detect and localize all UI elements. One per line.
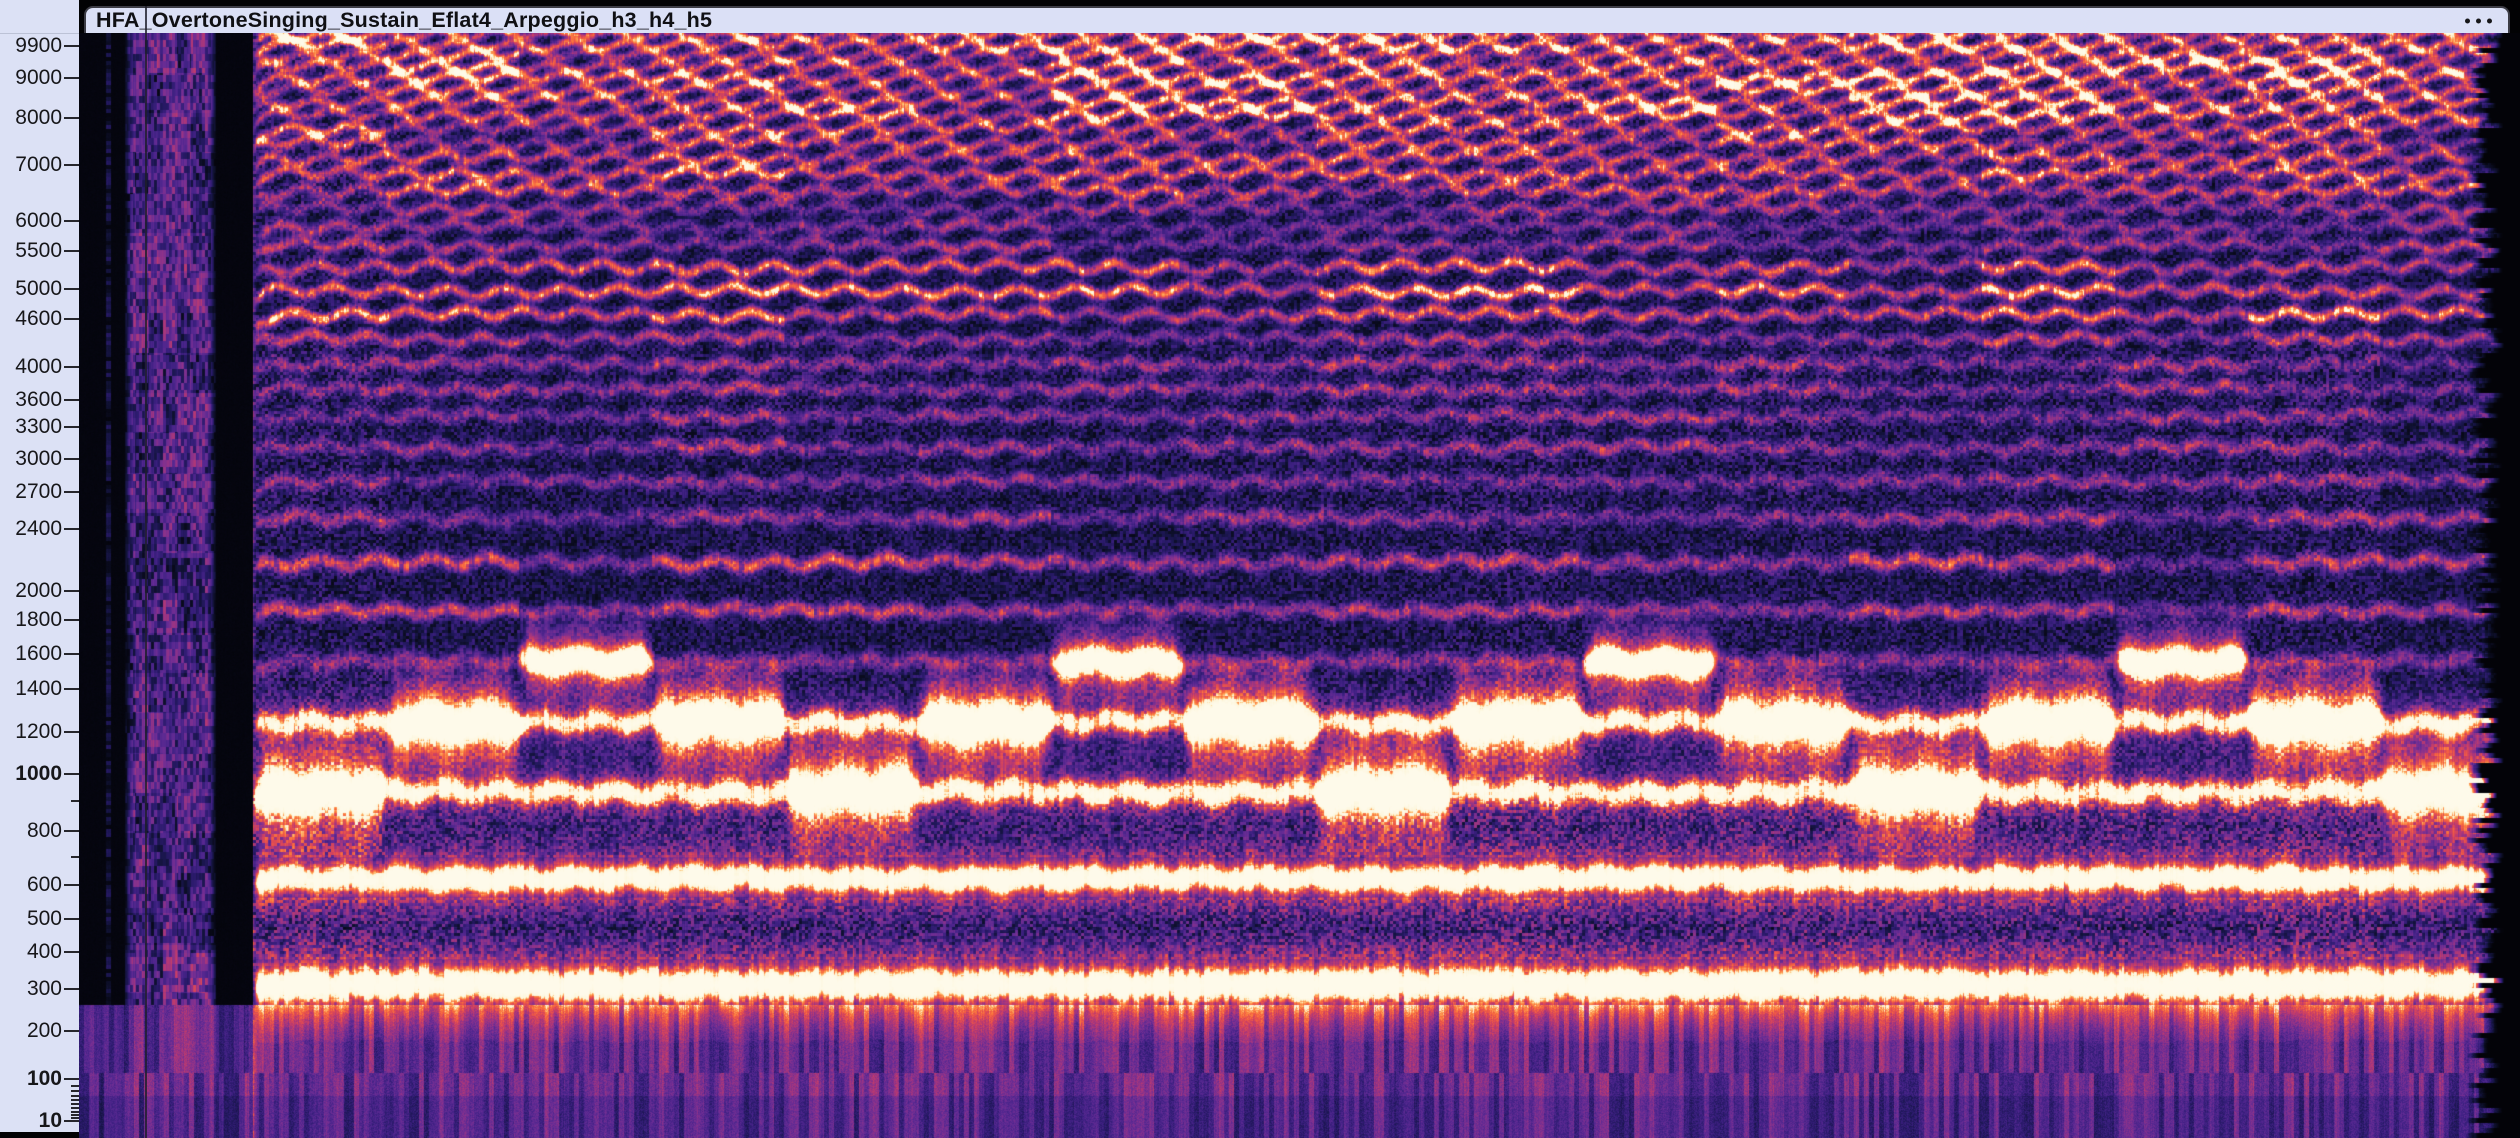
- axis-tick-mark: [64, 399, 79, 401]
- axis-tick-label: 1800: [15, 608, 62, 631]
- axis-tick-label: 8000: [15, 106, 62, 129]
- axis-tick-label: 2400: [15, 517, 62, 540]
- axis-tick-label: 2700: [15, 480, 62, 503]
- axis-minor-tick-mark: [71, 1099, 79, 1101]
- title-text: HFA_OvertoneSinging_Sustain_Eflat4_Arpeg…: [96, 8, 713, 32]
- axis-tick-label: 3000: [15, 447, 62, 470]
- axis-tick-label: 300: [26, 977, 62, 1000]
- axis-tick-mark: [64, 366, 79, 368]
- axis-tick-mark: [64, 918, 79, 920]
- axis-tick-mark: [64, 250, 79, 252]
- axis-minor-tick-mark: [71, 1114, 79, 1116]
- axis-tick-label: 9900: [15, 34, 62, 57]
- axis-minor-tick-mark: [71, 1111, 79, 1113]
- axis-tick-mark: [64, 653, 79, 655]
- axis-minor-tick-mark: [71, 1095, 79, 1097]
- axis-tick-mark: [64, 458, 79, 460]
- axis-minor-tick-mark: [71, 800, 79, 802]
- axis-minor-tick-mark: [71, 1103, 79, 1105]
- axis-tick-label: 1200: [15, 720, 62, 743]
- axis-tick-mark: [64, 619, 79, 621]
- axis-tick-label: 2000: [15, 579, 62, 602]
- axis-tick-label: 4000: [15, 355, 62, 378]
- axis-tick-mark: [64, 590, 79, 592]
- axis-separator-line: [0, 33, 79, 34]
- axis-tick-label: 1400: [15, 677, 62, 700]
- axis-tick-mark: [64, 688, 79, 690]
- axis-minor-tick-mark: [71, 1117, 79, 1119]
- title-tab[interactable]: HFA_OvertoneSinging_Sustain_Eflat4_Arpeg…: [84, 6, 2510, 33]
- axis-tick-label: 500: [26, 907, 62, 930]
- axis-tick-mark: [64, 951, 79, 953]
- axis-minor-tick-mark: [71, 856, 79, 858]
- axis-tick-mark: [64, 830, 79, 832]
- axis-tick-label: 600: [26, 873, 62, 896]
- axis-minor-tick-mark: [71, 1107, 79, 1109]
- axis-tick-mark: [64, 1078, 79, 1080]
- axis-tick-label: 9000: [15, 66, 62, 89]
- axis-tick-mark: [64, 318, 79, 320]
- axis-tick-label: 5500: [15, 239, 62, 262]
- playhead-cursor[interactable]: [145, 6, 147, 1138]
- axis-tick-mark: [64, 288, 79, 290]
- axis-tick-mark: [64, 528, 79, 530]
- axis-tick-label: 5000: [15, 277, 62, 300]
- axis-tick-label: 1600: [15, 642, 62, 665]
- axis-tick-label: 3600: [15, 388, 62, 411]
- axis-tick-label: 200: [26, 1019, 62, 1042]
- axis-tick-mark: [64, 164, 79, 166]
- axis-tick-mark: [64, 220, 79, 222]
- axis-tick-label: 6000: [15, 209, 62, 232]
- axis-tick-mark: [64, 1120, 79, 1122]
- axis-tick-mark: [64, 77, 79, 79]
- ellipsis-menu-icon[interactable]: [2465, 18, 2492, 23]
- axis-tick-mark: [64, 491, 79, 493]
- axis-tick-mark: [64, 988, 79, 990]
- axis-tick-mark: [64, 117, 79, 119]
- axis-tick-mark: [64, 426, 79, 428]
- axis-tick-mark: [64, 884, 79, 886]
- axis-tick-label: 7000: [15, 153, 62, 176]
- axis-tick-mark: [64, 45, 79, 47]
- axis-minor-tick-mark: [71, 1085, 79, 1087]
- frequency-axis[interactable]: 9900 9000 8000 7000 6000 5500 5000 4600 4000 3600…: [0, 0, 79, 1132]
- axis-tick-label: 3300: [15, 415, 62, 438]
- axis-tick-label: 800: [26, 819, 62, 842]
- axis-tick-label: 10: [38, 1109, 62, 1132]
- axis-tick-mark: [64, 773, 79, 775]
- axis-tick-label: 4600: [15, 307, 62, 330]
- axis-tick-mark: [64, 1030, 79, 1032]
- axis-tick-label: 400: [26, 940, 62, 963]
- axis-tick-label: 1000: [15, 762, 62, 785]
- axis-minor-tick-mark: [71, 1090, 79, 1092]
- axis-tick-mark: [64, 731, 79, 733]
- spectrogram-canvas[interactable]: [79, 33, 2520, 1138]
- axis-tick-label: 100: [26, 1067, 62, 1090]
